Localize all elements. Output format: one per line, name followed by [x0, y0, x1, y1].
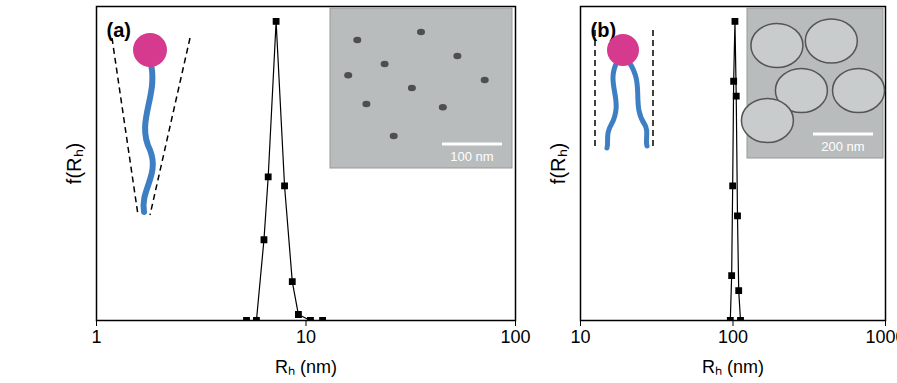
svg-text:(b): (b): [591, 19, 617, 41]
svg-text:10: 10: [296, 327, 316, 347]
svg-text:1: 1: [91, 327, 101, 347]
svg-text:f(Rₕ): f(Rₕ): [547, 143, 569, 184]
svg-text:Rₕ (nm): Rₕ (nm): [275, 357, 337, 377]
svg-text:Rₕ (nm): Rₕ (nm): [702, 357, 764, 377]
svg-text:100: 100: [718, 327, 748, 347]
svg-text:10: 10: [570, 327, 590, 347]
svg-text:(a): (a): [107, 19, 131, 41]
svg-text:1000: 1000: [865, 327, 897, 347]
svg-text:100 nm: 100 nm: [450, 149, 493, 164]
svg-text:100: 100: [500, 327, 530, 347]
svg-text:200 nm: 200 nm: [821, 139, 864, 154]
svg-text:f(Rₕ): f(Rₕ): [63, 143, 85, 184]
